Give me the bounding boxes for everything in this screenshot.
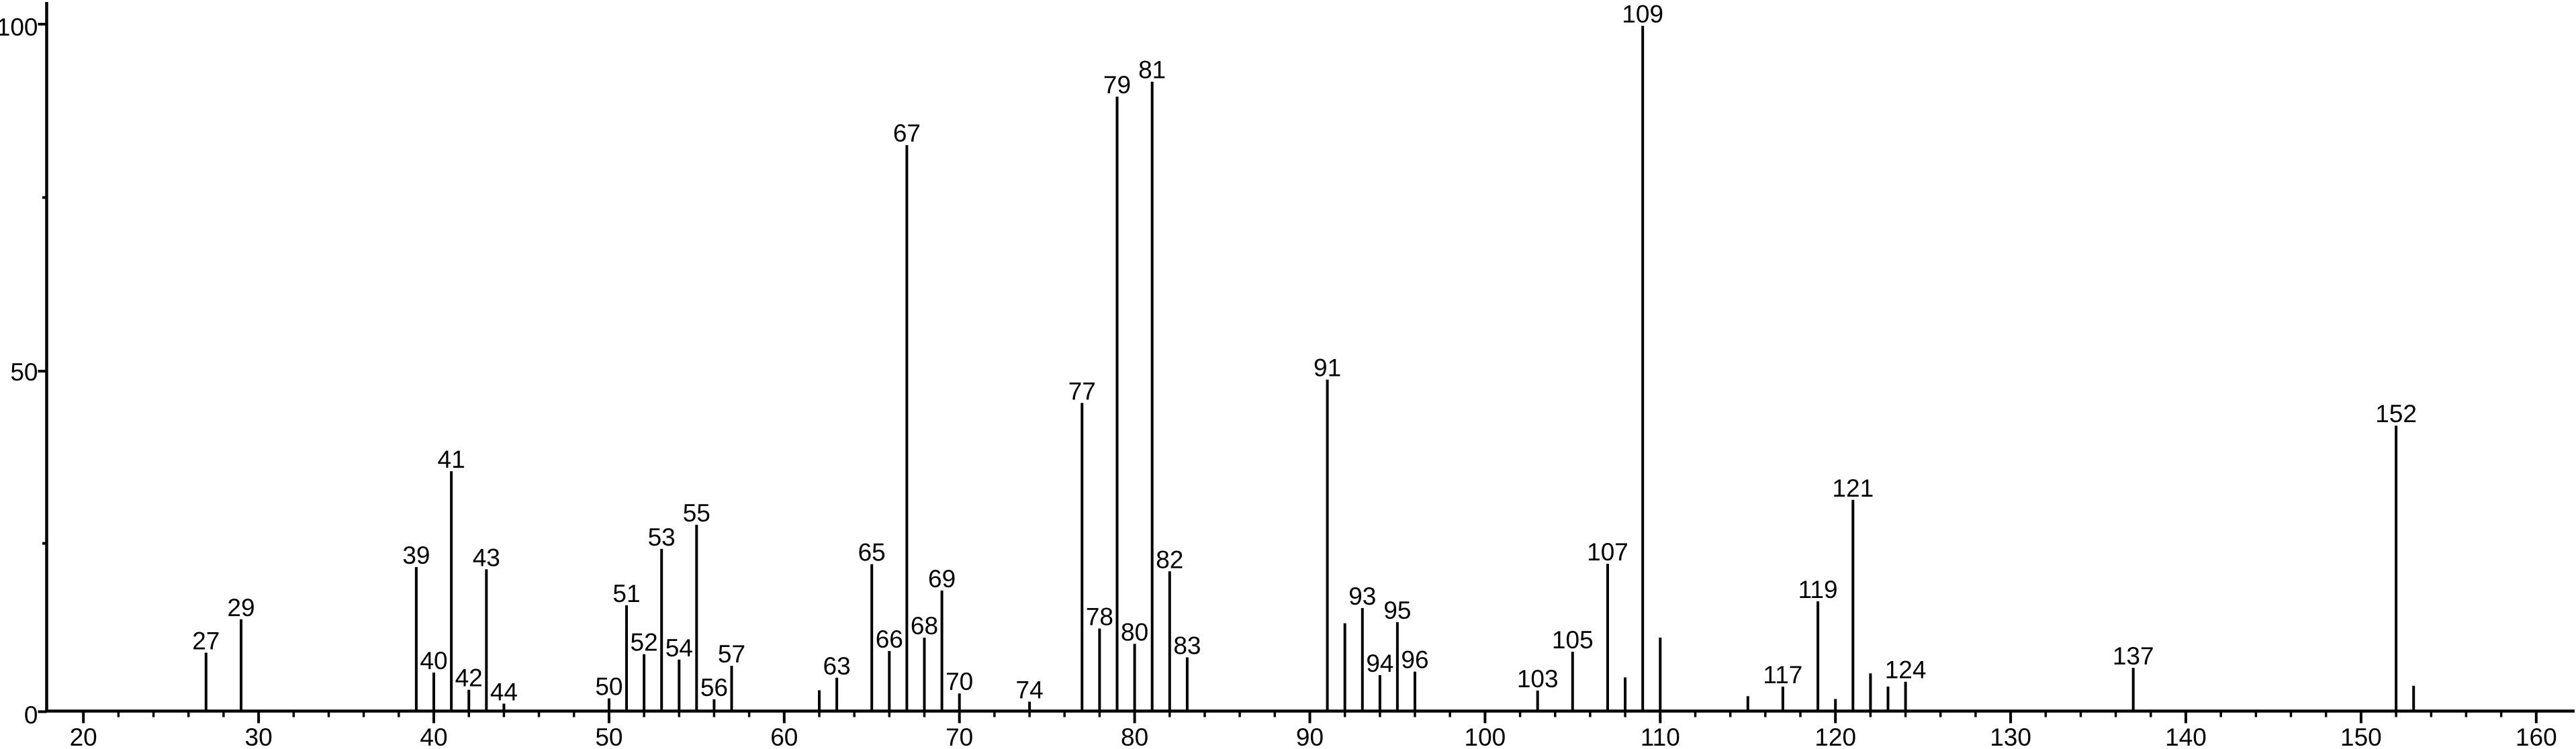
svg-text:29: 29 — [227, 594, 255, 621]
svg-text:39: 39 — [402, 542, 430, 569]
svg-text:51: 51 — [612, 580, 640, 607]
svg-text:80: 80 — [1121, 618, 1148, 646]
svg-text:80: 80 — [1121, 723, 1148, 749]
svg-text:41: 41 — [438, 446, 465, 473]
svg-text:100: 100 — [1465, 723, 1506, 749]
svg-text:50: 50 — [595, 673, 623, 701]
svg-text:82: 82 — [1156, 546, 1183, 573]
svg-text:70: 70 — [946, 723, 973, 749]
svg-text:60: 60 — [770, 723, 798, 749]
svg-text:91: 91 — [1314, 354, 1341, 382]
svg-text:70: 70 — [946, 668, 973, 695]
svg-text:96: 96 — [1401, 646, 1428, 674]
svg-text:43: 43 — [473, 544, 500, 571]
svg-text:65: 65 — [858, 539, 886, 566]
svg-text:0: 0 — [24, 701, 38, 729]
svg-text:68: 68 — [911, 612, 938, 640]
svg-text:137: 137 — [2113, 642, 2154, 670]
svg-text:160: 160 — [2516, 723, 2557, 749]
svg-text:120: 120 — [1814, 723, 1856, 749]
svg-text:42: 42 — [455, 664, 483, 692]
svg-text:77: 77 — [1068, 377, 1096, 405]
svg-text:67: 67 — [893, 119, 921, 147]
svg-text:124: 124 — [1885, 656, 1927, 684]
svg-text:93: 93 — [1348, 583, 1376, 610]
svg-text:78: 78 — [1086, 603, 1113, 631]
svg-text:69: 69 — [928, 565, 956, 593]
svg-text:20: 20 — [70, 723, 97, 749]
svg-text:54: 54 — [665, 634, 693, 662]
svg-text:50: 50 — [10, 358, 38, 386]
svg-text:56: 56 — [700, 674, 728, 701]
svg-text:57: 57 — [718, 640, 745, 668]
svg-text:121: 121 — [1832, 475, 1874, 502]
svg-text:50: 50 — [595, 723, 623, 749]
svg-text:40: 40 — [420, 723, 447, 749]
svg-text:44: 44 — [490, 678, 518, 705]
svg-text:140: 140 — [2165, 723, 2207, 749]
svg-text:110: 110 — [1641, 723, 1680, 749]
svg-text:152: 152 — [2375, 400, 2417, 428]
svg-text:27: 27 — [192, 628, 220, 655]
svg-text:130: 130 — [1990, 723, 2031, 749]
svg-text:90: 90 — [1296, 723, 1324, 749]
svg-text:40: 40 — [420, 647, 447, 675]
svg-text:95: 95 — [1383, 597, 1411, 624]
svg-text:55: 55 — [683, 499, 710, 527]
svg-text:100: 100 — [0, 13, 38, 41]
svg-text:83: 83 — [1173, 632, 1201, 660]
svg-text:105: 105 — [1552, 626, 1594, 654]
svg-text:52: 52 — [631, 629, 658, 656]
svg-text:74: 74 — [1016, 677, 1044, 704]
svg-text:109: 109 — [1622, 1, 1663, 28]
svg-text:150: 150 — [2340, 723, 2382, 749]
svg-text:53: 53 — [648, 523, 676, 551]
svg-text:94: 94 — [1366, 650, 1393, 677]
svg-text:107: 107 — [1587, 538, 1628, 566]
svg-text:30: 30 — [245, 723, 273, 749]
svg-text:79: 79 — [1103, 71, 1131, 99]
svg-text:103: 103 — [1517, 665, 1559, 693]
svg-text:81: 81 — [1138, 56, 1166, 84]
svg-text:63: 63 — [823, 652, 851, 680]
svg-text:117: 117 — [1763, 661, 1802, 689]
svg-text:119: 119 — [1798, 576, 1838, 603]
svg-text:66: 66 — [876, 626, 903, 653]
